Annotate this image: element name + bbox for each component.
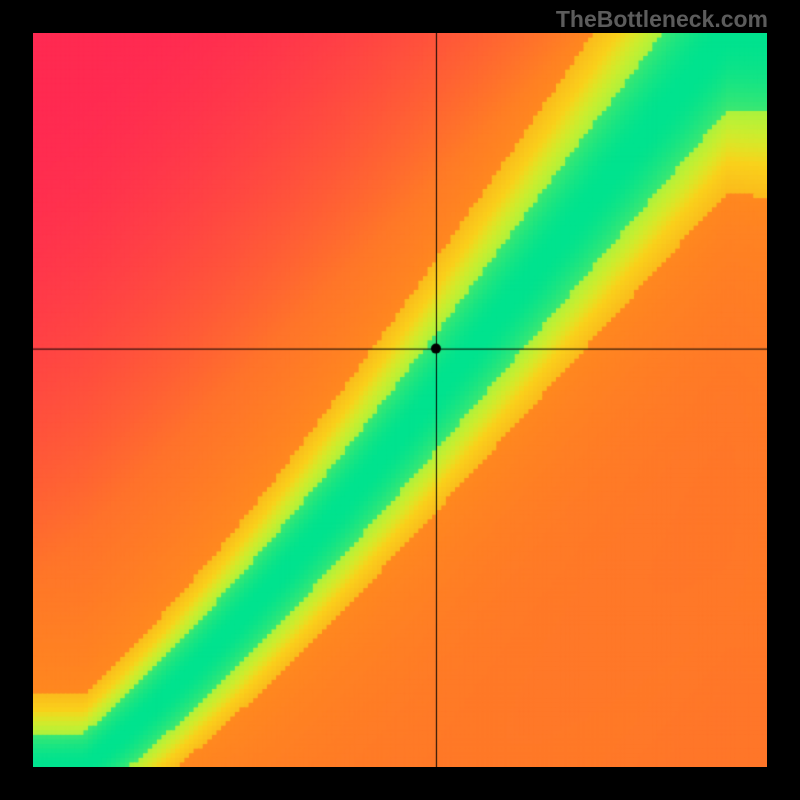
bottleneck-heatmap: [33, 33, 767, 767]
chart-container: TheBottleneck.com: [0, 0, 800, 800]
watermark-text: TheBottleneck.com: [556, 6, 768, 33]
